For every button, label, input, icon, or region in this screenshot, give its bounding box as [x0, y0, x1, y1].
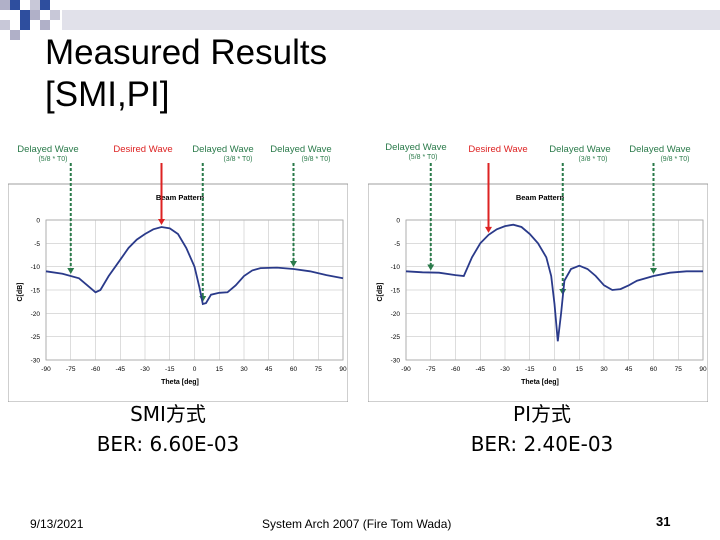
delayed-wave-arrowhead	[290, 261, 297, 267]
desired-wave-arrowhead	[158, 219, 165, 225]
wave-labels: Delayed Wave (5/8 * T0) Desired Wave Del…	[17, 144, 331, 163]
pi-beam-pattern-chart: Delayed Wave (5/8 * T0) Desired Wave Del…	[368, 142, 708, 402]
y-tick-label: -25	[31, 334, 41, 341]
delayed-wave-arrowhead	[650, 268, 657, 274]
delayed-wave-sub-1: (5/8 * T0)	[408, 154, 437, 161]
desired-wave-label: Desired Wave	[468, 144, 527, 155]
chart-frame	[368, 183, 708, 402]
x-tick-label: 30	[240, 366, 248, 373]
delayed-wave-sub-2: (3/8 * T0)	[223, 156, 252, 163]
desired-wave-label: Desired Wave	[113, 144, 172, 155]
x-tick-label: 75	[315, 366, 323, 373]
y-tick-label: -5	[394, 241, 400, 248]
x-axis-label: Theta [deg]	[521, 379, 559, 386]
x-tick-label: 0	[193, 366, 197, 373]
smi-beam-pattern-chart: Delayed Wave (5/8 * T0) Desired Wave Del…	[8, 144, 348, 402]
x-tick-label: -75	[66, 366, 76, 373]
wave-labels: Delayed Wave (5/8 * T0) Desired Wave Del…	[385, 142, 690, 163]
delayed-wave-sub-2: (3/8 * T0)	[578, 156, 607, 163]
smi-ber-label: BER: 6.60E-03	[96, 432, 240, 456]
chart-frame	[8, 183, 348, 402]
x-tick-label: 0	[553, 366, 557, 373]
title-line-1: Measured Results	[45, 33, 328, 72]
title-line-2: [SMI,PI]	[45, 75, 170, 114]
x-tick-label: -90	[401, 366, 411, 373]
x-axis-label: Theta [deg]	[161, 379, 199, 386]
y-tick-label: 0	[36, 218, 40, 225]
x-tick-label: 15	[216, 366, 224, 373]
x-tick-label: 60	[650, 366, 658, 373]
y-tick-label: -10	[391, 264, 401, 271]
smi-method-label: SMI方式	[130, 402, 206, 426]
y-tick-label: -5	[34, 241, 40, 248]
y-tick-label: -10	[31, 264, 41, 271]
y-tick-label: 0	[396, 218, 400, 225]
x-tick-label: -45	[476, 366, 486, 373]
page-number: 31	[656, 514, 671, 529]
y-axis-label: C[dB]	[377, 282, 384, 301]
y-axis-label: C[dB]	[17, 282, 24, 301]
delayed-wave-label-2: Delayed Wave	[192, 144, 253, 155]
x-tick-label: -15	[165, 366, 175, 373]
delayed-wave-label-3: Delayed Wave	[270, 144, 331, 155]
y-tick-label: -30	[31, 358, 41, 365]
x-tick-label: 15	[576, 366, 584, 373]
x-tick-label: -60	[91, 366, 101, 373]
x-tick-label: -90	[41, 366, 51, 373]
x-tick-label: -30	[500, 366, 510, 373]
x-tick-label: 45	[625, 366, 633, 373]
delayed-wave-arrowhead	[427, 264, 435, 271]
x-tick-label: 75	[675, 366, 683, 373]
y-tick-label: -20	[31, 311, 41, 318]
y-tick-label: -20	[391, 311, 401, 318]
slide-title: Measured Results [SMI,PI]	[45, 32, 327, 116]
footer-date: 9/13/2021	[30, 517, 84, 531]
title-decoration	[0, 0, 720, 40]
x-tick-label: -45	[116, 366, 126, 373]
footer-center: System Arch 2007 (Fire Tom Wada)	[262, 517, 452, 531]
x-tick-label: -15	[525, 366, 535, 373]
x-tick-label: 90	[339, 366, 347, 373]
x-tick-label: -75	[426, 366, 436, 373]
delayed-wave-arrowhead	[67, 268, 75, 274]
y-tick-label: -25	[391, 334, 401, 341]
delayed-wave-label-3: Delayed Wave	[629, 144, 690, 155]
y-tick-label: -30	[391, 358, 401, 365]
delayed-wave-label-1: Delayed Wave	[17, 144, 78, 155]
delayed-wave-label-2: Delayed Wave	[549, 144, 610, 155]
delayed-wave-sub-3: (9/8 * T0)	[301, 156, 330, 163]
delayed-wave-label-1: Delayed Wave	[385, 142, 446, 153]
x-tick-label: -30	[140, 366, 150, 373]
x-tick-label: 90	[699, 366, 707, 373]
pi-ber-label: BER: 2.40E-03	[470, 432, 614, 456]
desired-wave-arrowhead	[485, 226, 492, 233]
y-tick-label: -15	[391, 288, 401, 295]
delayed-wave-sub-1: (5/8 * T0)	[38, 156, 67, 163]
beam-pattern-title: Beam Pattern	[156, 193, 205, 202]
beam-pattern-title: Beam Pattern	[516, 193, 565, 202]
delayed-wave-sub-3: (9/8 * T0)	[660, 156, 689, 163]
beam-pattern-curve	[45, 226, 344, 306]
x-tick-label: 60	[290, 366, 298, 373]
beam-pattern-curve	[405, 223, 703, 342]
x-tick-label: 30	[600, 366, 608, 373]
x-tick-label: 45	[265, 366, 273, 373]
y-tick-label: -15	[31, 288, 41, 295]
pi-method-label: PI方式	[513, 402, 571, 426]
x-tick-label: -60	[451, 366, 461, 373]
